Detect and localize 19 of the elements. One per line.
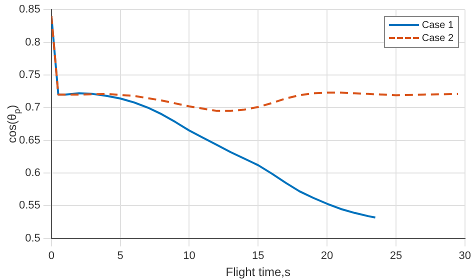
x-tick-label: 30 [458, 250, 472, 262]
x-tick-label: 20 [320, 250, 334, 262]
x-tick-label: 25 [390, 250, 402, 262]
y-tick-label: 0.5 [25, 232, 40, 244]
x-tick-label: 5 [117, 250, 124, 262]
y-tick-label: 0.55 [18, 200, 40, 212]
x-tick-label: 0 [48, 250, 54, 262]
x-tick-label: 10 [183, 250, 196, 262]
x-axis-title: Flight time,s [226, 265, 290, 280]
y-tick-label: 0.7 [25, 102, 40, 114]
y-tick-label: 0.65 [18, 134, 40, 146]
line-series [51, 15, 459, 112]
y-tick-label: 0.75 [18, 69, 40, 82]
x-tick-label: 15 [252, 250, 264, 262]
y-tick-label: 0.8 [25, 36, 40, 48]
legend-label: Case 2 [422, 32, 454, 45]
legend-label: Case 1 [422, 18, 454, 32]
y-tick-label: 0.85 [18, 4, 40, 16]
y-tick-label: 0.6 [25, 167, 40, 180]
